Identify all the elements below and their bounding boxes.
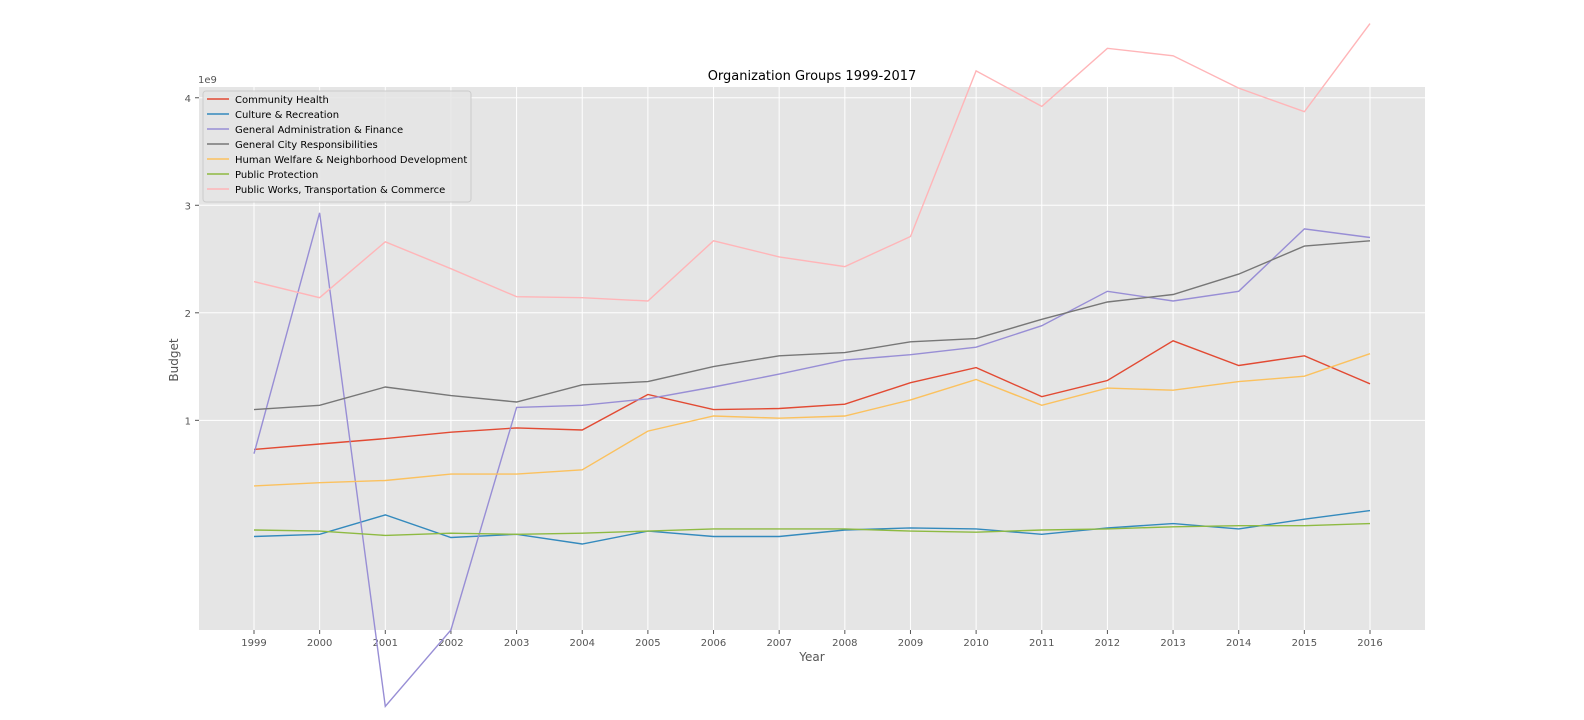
x-tick-label: 1999 xyxy=(241,638,266,649)
y-multiplier-label: 1e9 xyxy=(198,75,217,86)
x-tick-label: 2002 xyxy=(438,638,463,649)
legend-label: Culture & Recreation xyxy=(235,110,339,121)
series-line xyxy=(253,240,1371,411)
y-tick-label: 4 xyxy=(185,94,191,105)
x-tick-label: 2014 xyxy=(1226,638,1251,649)
x-tick-label: 2000 xyxy=(307,638,332,649)
x-tick-label: 2015 xyxy=(1292,638,1317,649)
x-tick-label: 2011 xyxy=(1029,638,1054,649)
legend-label: Public Works, Transportation & Commerce xyxy=(235,185,445,196)
x-tick-label: 2010 xyxy=(963,638,988,649)
y-axis-ticks: 1 2 3 4 xyxy=(185,94,199,427)
legend-label: General City Responsibilities xyxy=(235,140,378,151)
y-tick-label: 3 xyxy=(185,201,191,212)
legend-label: Community Health xyxy=(235,95,329,106)
legend-label: Public Protection xyxy=(235,170,318,181)
x-axis-ticks: 1999 2000 2001 2002 2003 2004 2005 2006 2007 2008… xyxy=(241,630,1383,649)
x-tick-label: 2006 xyxy=(701,638,726,649)
x-tick-label: 2004 xyxy=(570,638,595,649)
x-tick-label: 2005 xyxy=(635,638,660,649)
series-line xyxy=(253,23,1371,302)
series-line xyxy=(253,353,1371,487)
y-tick-label: 2 xyxy=(185,309,191,320)
x-axis-label: Year xyxy=(798,650,824,664)
series-line xyxy=(253,340,1371,451)
x-tick-label: 2009 xyxy=(898,638,923,649)
x-tick-label: 2001 xyxy=(373,638,398,649)
legend-label: General Administration & Finance xyxy=(235,125,403,136)
legend-box xyxy=(202,90,472,203)
series-lines xyxy=(253,23,1371,708)
legend-label: Human Welfare & Neighborhood Development xyxy=(235,155,467,166)
legend: Community Health Culture & Recreation Gene… xyxy=(202,90,472,203)
x-tick-label: 2003 xyxy=(504,638,529,649)
x-tick-label: 2012 xyxy=(1095,638,1120,649)
series-line xyxy=(253,522,1371,537)
series-line xyxy=(253,212,1371,708)
y-tick-label: 1 xyxy=(185,416,191,427)
chart-title: Organization Groups 1999-2017 xyxy=(708,69,917,84)
x-tick-label: 2008 xyxy=(832,638,857,649)
y-axis-label: Budget xyxy=(167,338,181,381)
x-tick-label: 2016 xyxy=(1357,638,1382,649)
x-tick-label: 2007 xyxy=(766,638,791,649)
x-tick-label: 2013 xyxy=(1160,638,1185,649)
